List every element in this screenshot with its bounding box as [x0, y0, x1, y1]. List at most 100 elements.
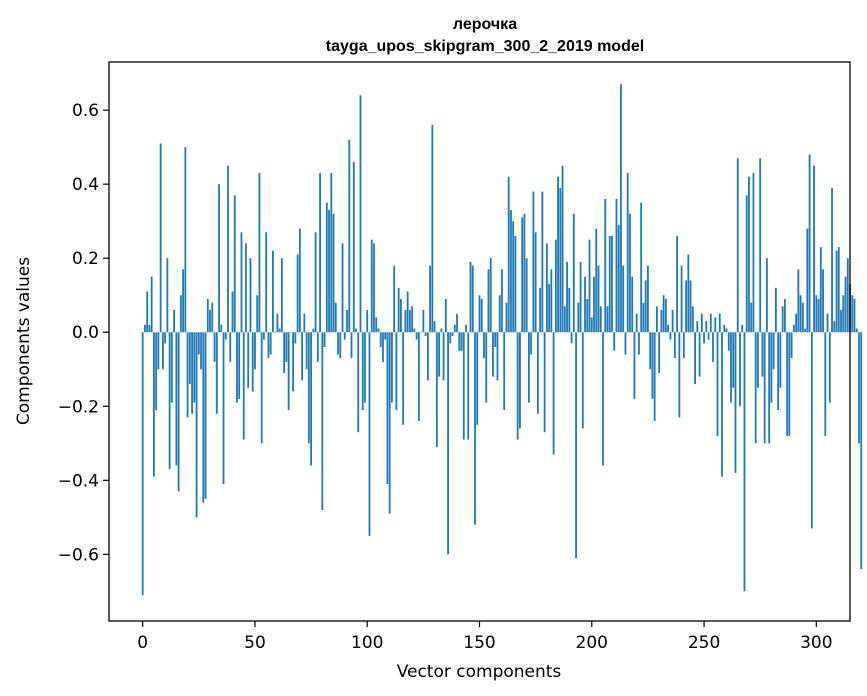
bar-178: [541, 191, 544, 333]
bar-212: [617, 224, 620, 333]
bar-259: [723, 324, 726, 333]
bar-101: [368, 332, 371, 536]
bar-33: [215, 332, 218, 414]
bar-198: [586, 298, 589, 333]
bar-255: [714, 317, 717, 333]
bar-195: [579, 261, 582, 333]
bar-216: [626, 173, 629, 333]
bar-319: [858, 332, 860, 444]
bar-158: [496, 332, 499, 381]
bar-272: [752, 173, 755, 333]
bar-303: [822, 269, 824, 333]
bar-202: [595, 228, 598, 333]
bar-211: [615, 198, 618, 333]
y-tick-label: −0.2: [58, 397, 99, 417]
bar-143: [462, 332, 465, 440]
bar-102: [370, 239, 373, 333]
bar-316: [851, 295, 854, 333]
bar-140: [456, 313, 458, 333]
y-tick-label: 0.4: [72, 175, 99, 195]
bar-70: [298, 228, 301, 333]
bar-182: [550, 269, 553, 333]
bar-107: [382, 332, 384, 362]
bar-112: [393, 265, 396, 333]
bar-32: [213, 332, 216, 362]
x-axis: 0 50 100 150 200 250 300: [137, 621, 833, 653]
bar-34: [218, 184, 220, 333]
bar-72: [303, 313, 306, 333]
bar-77: [314, 232, 317, 333]
x-axis-label: Vector components: [397, 662, 562, 682]
bar-229: [655, 306, 658, 333]
bar-286: [783, 298, 786, 333]
bar-281: [772, 332, 775, 370]
bar-254: [712, 332, 714, 362]
y-tick-label: −0.6: [58, 545, 99, 565]
bar-85: [332, 213, 335, 333]
x-tick-label: 200: [576, 633, 608, 653]
bar-38: [227, 165, 229, 333]
bar-137: [449, 332, 452, 344]
bar-28: [204, 332, 207, 499]
bar-283: [777, 332, 780, 410]
bar-154: [487, 269, 490, 333]
bar-117: [404, 310, 407, 333]
bar-164: [510, 210, 512, 333]
bar-144: [465, 324, 467, 333]
bar-248: [698, 332, 701, 377]
bar-320: [860, 332, 863, 570]
bar-210: [613, 332, 616, 351]
bar-193: [575, 332, 577, 559]
bar-201: [593, 276, 595, 333]
bar-47: [247, 332, 250, 388]
bar-285: [781, 306, 784, 333]
bar-9: [161, 332, 164, 370]
bar-159: [498, 295, 501, 333]
bar-119: [408, 310, 411, 333]
bar-151: [480, 298, 483, 333]
bar-1: [144, 324, 146, 333]
bar-90: [343, 332, 346, 340]
bar-287: [786, 332, 789, 436]
bar-91: [346, 310, 348, 333]
bar-209: [611, 235, 613, 333]
bar-115: [400, 298, 402, 333]
bar-44: [240, 232, 243, 333]
bar-184: [554, 239, 557, 333]
bar-293: [799, 295, 802, 333]
bar-242: [685, 280, 687, 333]
bar-220: [635, 313, 638, 333]
bar-208: [608, 235, 611, 333]
bar-2: [146, 291, 149, 333]
bar-197: [584, 276, 586, 333]
bar-252: [707, 332, 710, 340]
bar-306: [828, 332, 831, 403]
bar-94: [352, 161, 355, 333]
bar-258: [721, 332, 723, 477]
bar-157: [494, 332, 497, 348]
bar-296: [806, 228, 809, 333]
bar-24: [195, 332, 198, 518]
bar-243: [687, 254, 690, 333]
bar-39: [229, 332, 232, 362]
bar-188: [563, 306, 566, 333]
bar-122: [415, 332, 418, 340]
bar-23: [193, 332, 196, 403]
bar-174: [532, 191, 535, 333]
y-axis: −0.6 −0.4 −0.2 0.0 0.2 0.4 0.6: [58, 101, 109, 565]
bar-176: [536, 332, 539, 414]
bar-6: [155, 332, 158, 410]
bar-63: [283, 332, 286, 373]
bar-29: [206, 298, 209, 333]
bar-30: [209, 310, 211, 333]
bar-40: [231, 291, 234, 333]
bar-275: [759, 158, 762, 333]
bar-78: [316, 332, 319, 362]
bar-126: [424, 332, 427, 336]
chart-title: лерочка: [453, 16, 517, 33]
bar-273: [754, 332, 757, 444]
bar-231: [660, 310, 663, 333]
bar-175: [534, 232, 537, 333]
bar-111: [391, 332, 393, 403]
